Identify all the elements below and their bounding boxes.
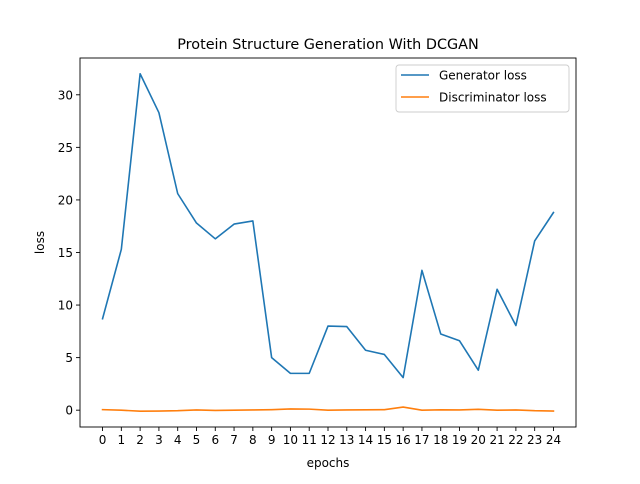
- y-tick-label: 5: [65, 351, 73, 365]
- x-tick-label: 3: [155, 433, 163, 447]
- x-tick-label: 22: [508, 433, 523, 447]
- x-tick-label: 9: [268, 433, 276, 447]
- x-tick-label: 19: [452, 433, 467, 447]
- x-tick-label: 21: [489, 433, 504, 447]
- plot-layer: [101, 72, 555, 413]
- x-tick-label: 6: [211, 433, 219, 447]
- legend-label-discriminator: Discriminator loss: [439, 91, 547, 105]
- x-tick-label: 8: [249, 433, 257, 447]
- x-tick-label: 23: [527, 433, 542, 447]
- x-tick-label: 20: [471, 433, 486, 447]
- y-axis: 0 5 10 15 20 25 30: [58, 88, 80, 418]
- x-tick-label: 18: [433, 433, 448, 447]
- x-tick-label: 17: [414, 433, 429, 447]
- x-tick-label: 13: [339, 433, 354, 447]
- x-axis-label: epochs: [307, 456, 350, 470]
- chart-title: Protein Structure Generation With DCGAN: [177, 37, 479, 53]
- x-tick-label: 2: [136, 433, 144, 447]
- x-tick-label: 12: [320, 433, 335, 447]
- x-tick-label: 11: [302, 433, 317, 447]
- x-tick-label: 16: [396, 433, 411, 447]
- x-tick-label: 7: [230, 433, 238, 447]
- x-tick-label: 4: [174, 433, 182, 447]
- y-tick-label: 10: [58, 299, 73, 313]
- x-tick-label: 14: [358, 433, 373, 447]
- y-tick-label: 25: [58, 141, 73, 155]
- series-line-1: [101, 406, 555, 413]
- y-tick-label: 0: [65, 404, 73, 418]
- legend-box: [395, 64, 570, 113]
- x-tick-label: 0: [99, 433, 107, 447]
- x-tick-label: 24: [546, 433, 561, 447]
- y-tick-label: 30: [58, 88, 73, 102]
- series-line-0: [101, 72, 555, 379]
- x-axis: 0 1 2 3 4 5 6 7 8 9 10 11 12 13 14 15 16 17 18 19 20 21 22 23 24: [99, 427, 561, 447]
- y-tick-label: 20: [58, 193, 73, 207]
- x-tick-label: 15: [377, 433, 392, 447]
- x-tick-label: 1: [118, 433, 126, 447]
- legend-label-generator: Generator loss: [439, 69, 527, 83]
- x-tick-label: 5: [193, 433, 201, 447]
- x-tick-label: 10: [283, 433, 298, 447]
- y-tick-label: 15: [58, 246, 73, 260]
- legend: Generator loss Discriminator loss: [395, 64, 570, 113]
- y-axis-label: loss: [33, 231, 47, 254]
